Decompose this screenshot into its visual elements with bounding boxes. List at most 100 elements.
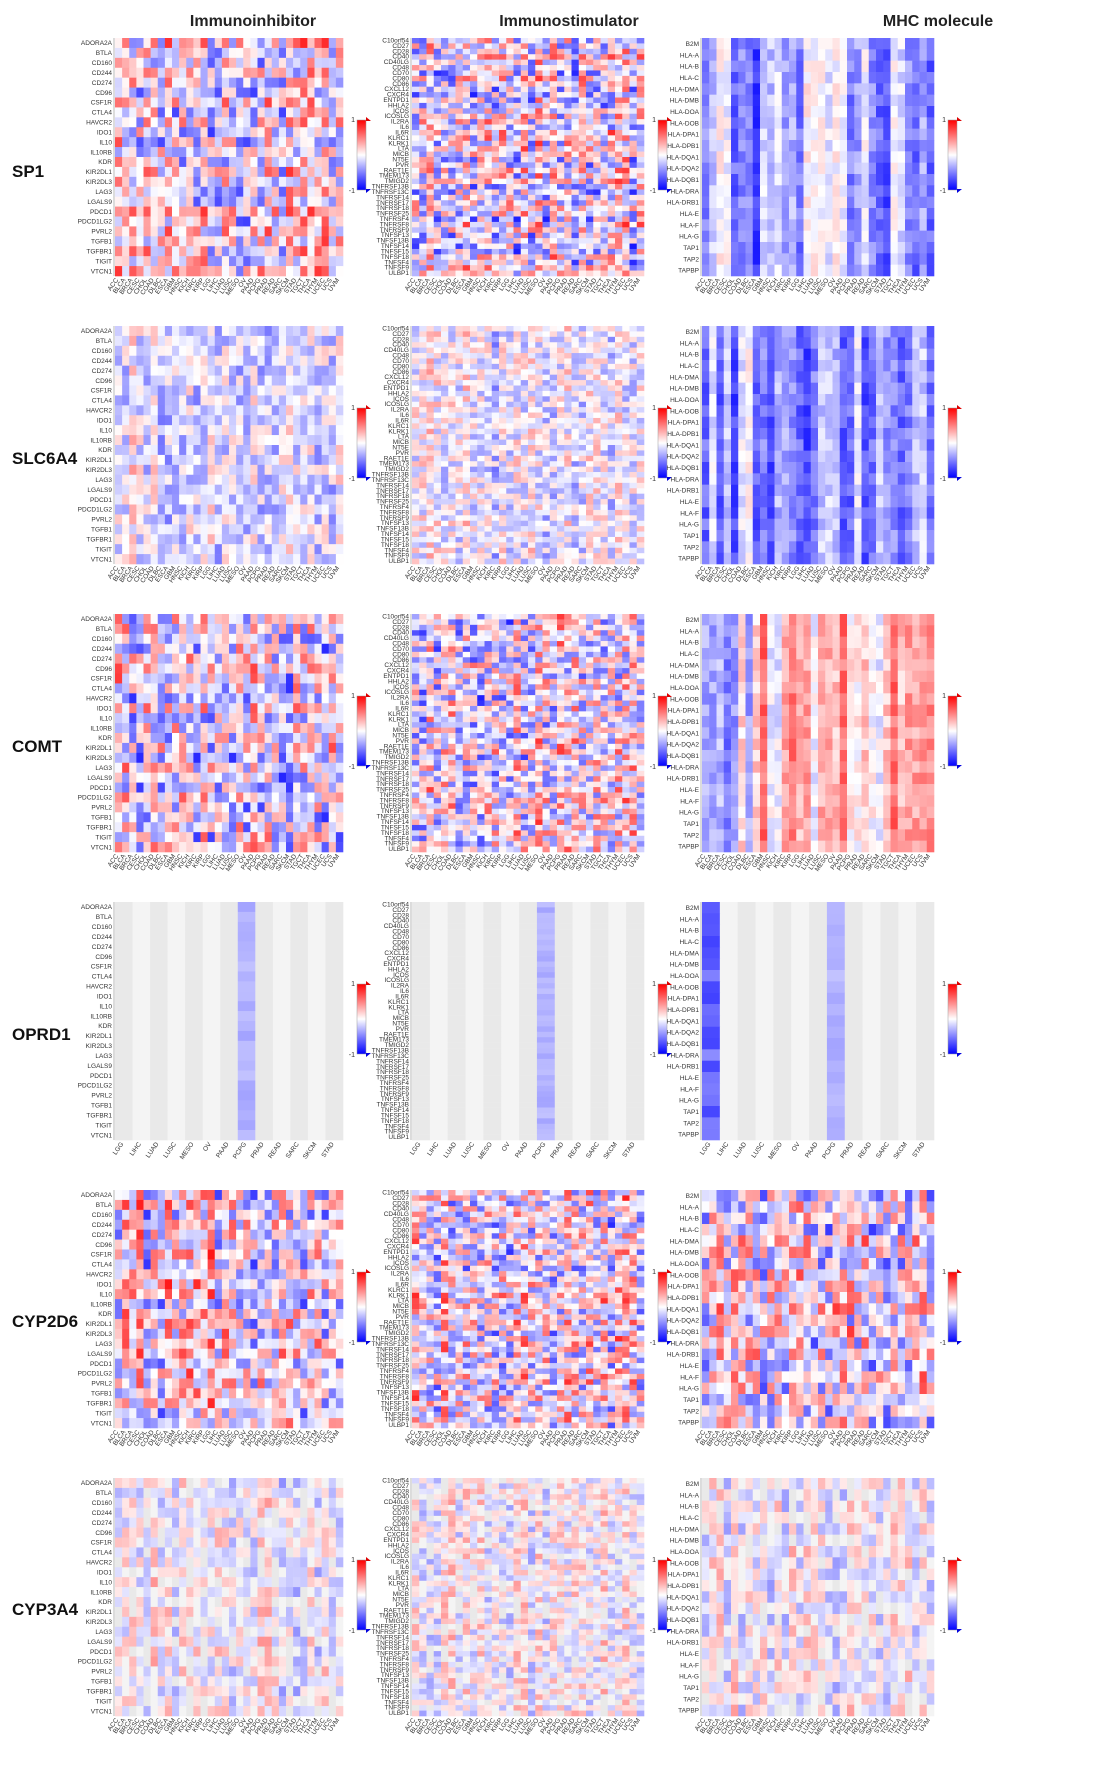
heatmap-cell (557, 59, 565, 66)
heatmap-cell (818, 140, 826, 152)
heatmap-cell (586, 200, 594, 206)
heatmap-cell (586, 216, 594, 223)
heatmap-cell (441, 113, 449, 120)
heatmap-cell (484, 342, 493, 348)
heatmap-cell (593, 119, 601, 125)
heatmap-cell (470, 445, 478, 451)
heatmap-cell (578, 162, 587, 169)
heatmap-cell (600, 477, 609, 484)
gene-tick-label: TNFRSF13C (371, 189, 409, 196)
heatmap-cell (150, 67, 159, 78)
heatmap-cell (419, 259, 427, 266)
heatmap-cell (172, 514, 180, 525)
heatmap-cell (491, 390, 500, 397)
heatmap-cell (257, 117, 265, 128)
heatmap-cell (307, 554, 315, 565)
heatmap-cell (825, 219, 833, 231)
heatmap-cell (839, 208, 848, 220)
heatmap-cell (470, 227, 478, 234)
heatmap-cell (433, 380, 442, 386)
heatmap-cell (484, 97, 493, 104)
heatmap-cell (549, 466, 558, 473)
heatmap-cell (470, 472, 478, 478)
heatmap-cell (448, 445, 456, 451)
heatmap-cell (818, 128, 826, 141)
heatmap-cell (455, 43, 464, 50)
heatmap-cell (470, 396, 478, 403)
heatmap-cell (491, 184, 500, 190)
heatmap-cell (477, 75, 485, 82)
heatmap-cell (629, 461, 638, 467)
heatmap-cell (172, 445, 180, 456)
heatmap-cell (307, 335, 315, 347)
heatmap-cell (629, 97, 638, 104)
heatmap-cell (164, 514, 173, 525)
heatmap-cell (426, 254, 435, 261)
heatmap-cell (528, 326, 536, 332)
heatmap-cell (716, 49, 725, 61)
heatmap-cell (243, 445, 251, 456)
heatmap-cell (499, 509, 507, 516)
heatmap-cell (593, 43, 601, 50)
heatmap-cell (564, 70, 572, 77)
heatmap-cell (328, 544, 337, 555)
heatmap-cell (528, 428, 536, 435)
heatmap-cell (243, 166, 251, 178)
heatmap-cell (847, 49, 855, 61)
heatmap-cell (455, 70, 464, 77)
heatmap-cell (426, 200, 435, 206)
heatmap-cell (586, 108, 594, 115)
heatmap-cell (607, 238, 616, 244)
heatmap-cell (586, 59, 594, 66)
heatmap-cell (328, 216, 337, 227)
heatmap-cell (129, 375, 137, 386)
heatmap-cell (448, 369, 456, 375)
heatmap-cell (847, 106, 855, 118)
heatmap-cell (535, 401, 543, 408)
heatmap-cell (207, 375, 216, 386)
heatmap-cell (636, 124, 645, 131)
heatmap-cell (491, 374, 500, 381)
heatmap-cell (593, 248, 601, 255)
gene-tick-label: CD96 (95, 90, 112, 97)
heatmap-cell (484, 270, 493, 277)
heatmap-cell (433, 423, 442, 430)
heatmap-cell (335, 166, 344, 178)
heatmap-cell (455, 407, 464, 413)
heatmap-cell (179, 157, 187, 168)
heatmap-cell (286, 544, 294, 555)
heatmap-cell (578, 243, 587, 250)
heatmap-cell (136, 206, 144, 217)
heatmap-cell (179, 474, 187, 485)
heatmap-cell (629, 374, 638, 381)
heatmap-cell (542, 482, 551, 489)
heatmap-cell (506, 331, 514, 338)
heatmap-cell (426, 353, 435, 359)
heatmap-cell (150, 474, 159, 485)
heatmap-cell (314, 47, 322, 59)
heatmap-cell (300, 445, 308, 456)
heatmap-cell (412, 227, 420, 234)
heatmap-cell (557, 146, 565, 152)
heatmap-cell (593, 157, 601, 163)
heatmap-cell (164, 415, 173, 426)
heatmap-cell (426, 151, 435, 158)
heatmap-cell (207, 554, 216, 565)
heatmap-cell (243, 38, 251, 49)
heatmap-cell (586, 493, 594, 500)
heatmap-cell (243, 484, 251, 495)
heatmap-cell (136, 326, 144, 337)
heatmap-cell (221, 504, 230, 515)
heatmap-cell (600, 75, 609, 82)
heatmap-cell (564, 48, 572, 55)
heatmap-cell (636, 461, 645, 467)
heatmap-cell (702, 162, 710, 175)
heatmap-cell (513, 113, 522, 120)
heatmap-cell (600, 407, 609, 413)
heatmap-cell (172, 266, 180, 277)
heatmap-cell (412, 221, 420, 228)
heatmap-cell (789, 38, 797, 50)
heatmap-cell (593, 439, 601, 446)
heatmap-cell (221, 157, 230, 168)
heatmap-cell (221, 67, 230, 78)
